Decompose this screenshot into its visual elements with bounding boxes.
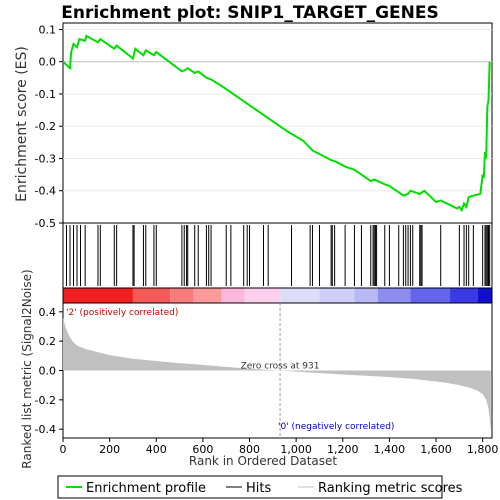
rank-bar-segment	[478, 288, 492, 303]
rank-bar-segment	[450, 288, 479, 303]
es-y-tick-label: -0.1	[35, 88, 56, 101]
x-tick-label: 400	[146, 443, 167, 456]
x-tick-label: 1,200	[327, 443, 359, 456]
metric-panel: Zero cross at 931 '2' (positively correl…	[20, 269, 493, 469]
es-y-axis: 0.1 0.0 -0.1 -0.2 -0.3 -0.4 -0.5	[35, 23, 63, 230]
metric-y-tick-label: 0.2	[39, 335, 57, 348]
legend-frame	[57, 475, 443, 499]
x-tick-label: 600	[192, 443, 213, 456]
x-axis-label: Rank in Ordered Dataset	[189, 454, 337, 468]
x-tick-label: 1,600	[420, 443, 452, 456]
x-tick-label: 0	[60, 443, 67, 456]
negative-correlation-label: '0' (negatively correlated)	[278, 422, 394, 432]
es-y-tick-label: -0.2	[35, 120, 56, 133]
chart-title: Enrichment plot: SNIP1_TARGET_GENES	[61, 3, 438, 23]
metric-y-tick-label: -0.4	[35, 423, 56, 436]
rank-bar-segment	[280, 288, 320, 303]
es-y-tick-label: -0.3	[35, 152, 56, 165]
es-gridlines	[63, 28, 492, 192]
rank-bar-segment	[244, 288, 281, 303]
es-y-tick-label: -0.5	[35, 217, 56, 230]
rank-bar-segment	[132, 288, 171, 303]
rank-bar-segment	[63, 288, 133, 303]
es-y-axis-label: Enrichment score (ES)	[14, 46, 30, 202]
x-axis: 0 200 400 600 800 1,000 1,200 1,400 1,600 1,800	[60, 438, 499, 456]
legend-label: Hits	[246, 481, 271, 496]
x-tick-label: 200	[99, 443, 120, 456]
legend-label: Enrichment profile	[86, 481, 206, 496]
enrichment-profile-line	[62, 34, 491, 213]
legend-label: Ranking metric scores	[318, 481, 463, 496]
x-tick-label: 800	[239, 443, 260, 456]
hits-panel-frame	[62, 222, 493, 289]
metric-y-axis: 0.4 0.2 0.0 -0.2 -0.4	[35, 306, 63, 436]
metric-y-tick-label: -0.2	[35, 394, 56, 407]
x-tick-label: 1,400	[374, 443, 406, 456]
hits-panel	[62, 222, 493, 289]
rank-bar-segment	[319, 288, 355, 303]
rank-bar-segment	[377, 288, 411, 303]
es-panel-frame	[62, 22, 493, 224]
rank-bar-segment	[410, 288, 451, 303]
rank-color-bar	[62, 287, 493, 304]
rank-bar-segment	[354, 288, 378, 303]
es-panel: 0.1 0.0 -0.1 -0.2 -0.3 -0.4 -0.5 Enrichment sc…	[14, 22, 493, 230]
ranking-metric-area	[63, 317, 491, 433]
es-y-tick-label: -0.4	[35, 185, 56, 198]
rank-bar-segment	[221, 288, 245, 303]
x-tick-label: 1,000	[280, 443, 312, 456]
es-y-tick-label: 0.1	[39, 23, 57, 36]
rank-bar-segment	[170, 288, 194, 303]
legend: Enrichment profile Hits Ranking metric sco…	[57, 475, 463, 499]
hit-marks	[65, 225, 491, 286]
x-tick-label: 1,800	[467, 443, 499, 456]
rank-bar-segment	[193, 288, 222, 303]
metric-y-tick-label: 0.0	[39, 365, 57, 378]
metric-y-tick-label: 0.4	[39, 306, 57, 319]
metric-y-axis-label: Ranked list metric (Signal2Noise)	[20, 269, 34, 468]
es-y-tick-label: 0.0	[39, 56, 57, 69]
positive-correlation-label: '2' (positively correlated)	[66, 308, 178, 318]
zero-cross-label: Zero cross at 931	[241, 362, 320, 372]
